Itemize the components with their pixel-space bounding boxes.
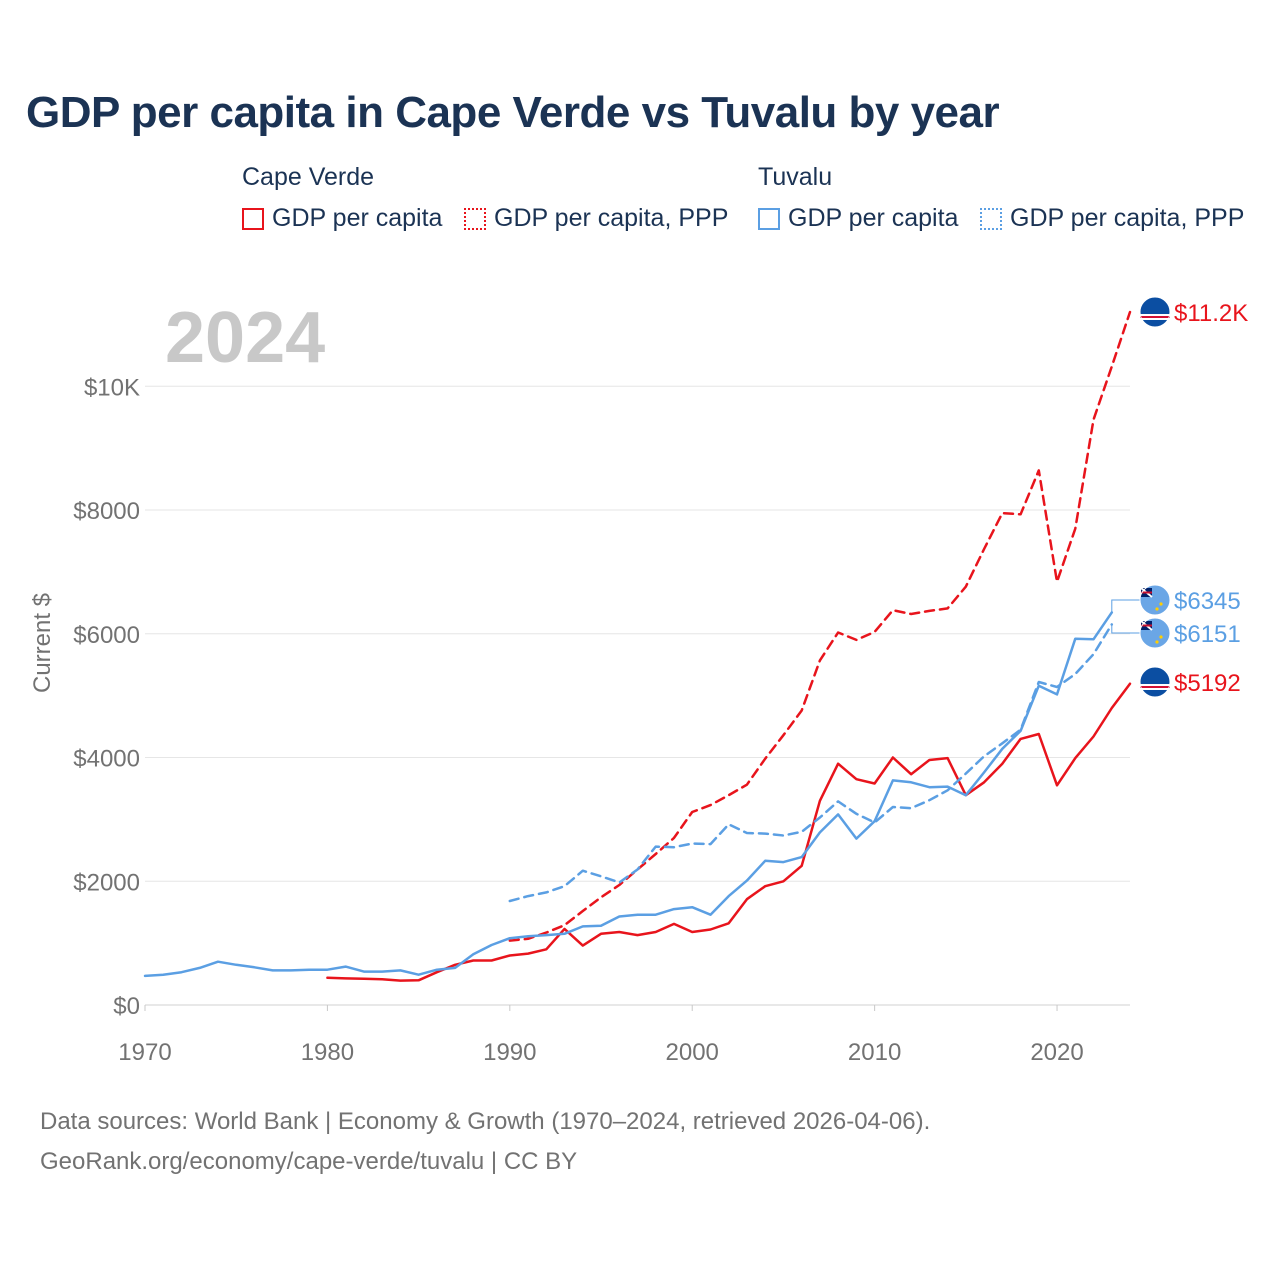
legend-item-cape-verde-gdp[interactable]: GDP per capita [242,204,442,233]
tuvalu-flag-icon [1139,617,1171,649]
legend-group-tuvalu: Tuvalu [758,163,833,191]
flag-ring [1139,666,1171,698]
x-tick-label: 1990 [483,1039,536,1066]
footer-attribution: GeoRank.org/economy/cape-verde/tuvalu | … [40,1148,578,1175]
x-tick-label: 1970 [118,1039,171,1066]
leader-line [1111,599,1140,613]
series-line-cape-verde-gdp [326,682,1132,982]
y-tick-label: $4000 [73,746,140,773]
y-tick-label: $6000 [73,622,140,649]
flag-star [1159,602,1163,606]
y-tick-label: $10K [84,374,140,401]
chart-title: GDP per capita in Cape Verde vs Tuvalu b… [26,88,1000,137]
series-line-cape-verde-gdp-ppp [508,310,1132,942]
end-value-label: $6151 [1174,621,1241,648]
legend-group-cape-verde: Cape Verde [242,163,375,191]
legend-label: GDP per capita [788,204,959,232]
legend-label: GDP per capita [272,204,443,232]
series-line-tuvalu-gdp-ppp [508,623,1114,903]
end-value-label: $6345 [1174,588,1241,615]
legend-label: GDP per capita, PPP [494,204,729,232]
legend-item-tuvalu-gdp[interactable]: GDP per capita [758,204,958,233]
end-value-label: $11.2K [1174,300,1248,327]
y-axis-label: Current $ [29,593,56,693]
flag-ring [1139,617,1171,649]
flag-star [1159,635,1163,639]
legend-label: GDP per capita, PPP [1010,204,1245,232]
y-tick-label: $8000 [73,498,140,525]
cape-verde-flag-icon [1139,666,1171,698]
x-tick-label: 1980 [301,1039,354,1066]
year-watermark: 2024 [165,298,325,378]
legend-swatch-dotted-red [464,207,486,230]
series-line-tuvalu-gdp [143,611,1114,978]
tuvalu-flag-icon [1139,584,1171,616]
legend-item-cape-verde-gdp-ppp[interactable]: GDP per capita, PPP [464,204,728,233]
y-tick-label: $2000 [73,869,140,896]
flag-star [1155,607,1159,611]
flag-stripe-red [1140,686,1170,688]
flag-star [1155,640,1159,644]
cape-verde-flag-icon [1139,296,1171,328]
flag-stripe-red [1140,316,1170,318]
legend-item-tuvalu-gdp-ppp[interactable]: GDP per capita, PPP [980,204,1244,233]
footer-sources: Data sources: World Bank | Economy & Gro… [40,1108,931,1135]
flag-ring [1139,296,1171,328]
legend-swatch-solid-blue [758,207,780,230]
x-tick-label: 2000 [666,1039,719,1066]
x-tick-label: 2020 [1030,1039,1083,1066]
flag-ring [1139,584,1171,616]
x-tick-label: 2010 [848,1039,901,1066]
legend-swatch-dotted-blue [980,207,1002,230]
y-tick-label: $0 [113,993,140,1020]
end-value-label: $5192 [1174,670,1241,697]
leader-line [1111,624,1140,634]
legend-swatch-solid-red [242,207,264,230]
